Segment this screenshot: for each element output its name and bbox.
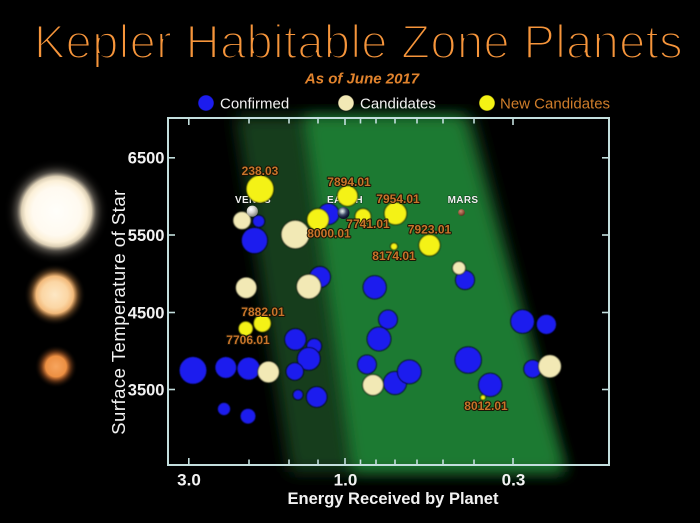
svg-text:1.0: 1.0 xyxy=(334,471,358,490)
svg-text:4500: 4500 xyxy=(128,304,165,322)
svg-text:6500: 6500 xyxy=(128,150,165,168)
svg-text:8012.01: 8012.01 xyxy=(464,399,508,413)
svg-text:7894.01: 7894.01 xyxy=(327,175,371,189)
svg-text:7954.01: 7954.01 xyxy=(376,192,420,206)
svg-text:3500: 3500 xyxy=(128,381,165,399)
svg-text:8000.01: 8000.01 xyxy=(307,227,351,241)
svg-text:8174.01: 8174.01 xyxy=(372,249,416,263)
svg-text:Confirmed: Confirmed xyxy=(220,96,289,113)
svg-text:MARS: MARS xyxy=(448,195,479,206)
svg-text:7882.01: 7882.01 xyxy=(241,305,285,319)
svg-text:7741.01: 7741.01 xyxy=(346,217,390,231)
svg-text:5500: 5500 xyxy=(128,227,165,245)
svg-text:Kepler Habitable Zone Planets: Kepler Habitable Zone Planets xyxy=(34,15,683,68)
svg-text:7706.01: 7706.01 xyxy=(226,333,270,347)
svg-text:7923.01: 7923.01 xyxy=(408,222,452,236)
svg-text:Surface Temperature of Star: Surface Temperature of Star xyxy=(108,189,129,435)
svg-text:Energy Received by Planet: Energy Received by Planet xyxy=(288,490,499,508)
svg-text:As of June 2017: As of June 2017 xyxy=(304,71,420,88)
svg-text:New Candidates: New Candidates xyxy=(500,96,610,113)
svg-text:3.0: 3.0 xyxy=(177,471,201,490)
svg-text:0.3: 0.3 xyxy=(502,471,526,490)
svg-text:238.03: 238.03 xyxy=(242,164,279,178)
svg-text:Candidates: Candidates xyxy=(360,96,436,113)
